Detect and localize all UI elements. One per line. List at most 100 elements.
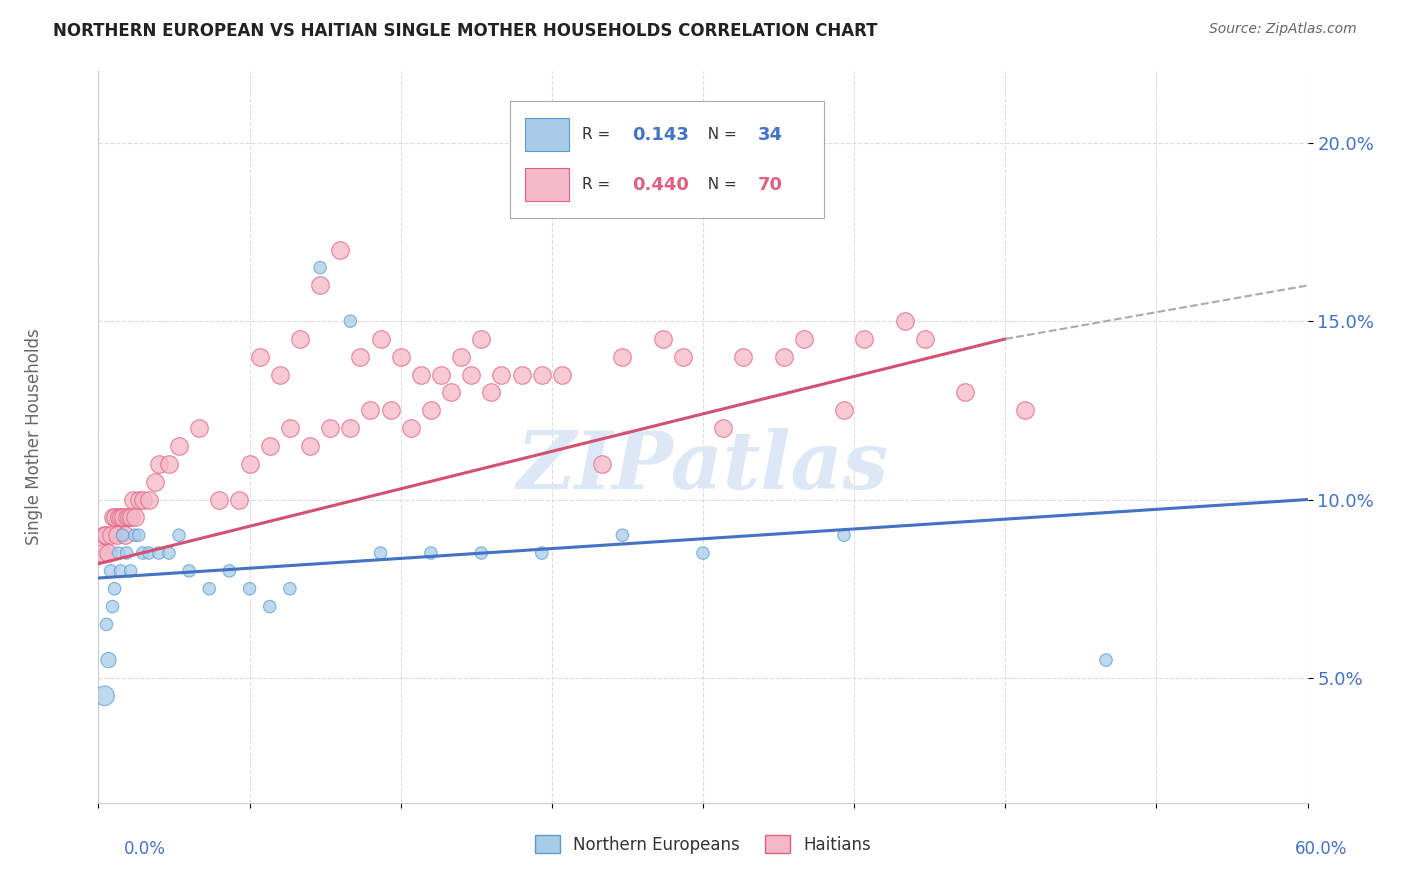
- Point: [1095, 653, 1118, 667]
- Text: NORTHERN EUROPEAN VS HAITIAN SINGLE MOTHER HOUSEHOLDS CORRELATION CHART: NORTHERN EUROPEAN VS HAITIAN SINGLE MOTH…: [53, 22, 877, 40]
- Point: [138, 546, 160, 560]
- Point: [380, 403, 402, 417]
- Point: [157, 546, 180, 560]
- Point: [124, 528, 146, 542]
- Point: [115, 510, 138, 524]
- Point: [138, 492, 160, 507]
- Point: [319, 421, 342, 435]
- Point: [157, 457, 180, 471]
- Point: [420, 546, 443, 560]
- Point: [128, 492, 150, 507]
- Point: [591, 457, 613, 471]
- Point: [450, 350, 472, 364]
- Point: [269, 368, 291, 382]
- Point: [349, 350, 371, 364]
- Point: [105, 528, 128, 542]
- Point: [100, 564, 122, 578]
- Point: [249, 350, 271, 364]
- Point: [132, 546, 155, 560]
- Point: [107, 546, 129, 560]
- Point: [110, 510, 132, 524]
- Point: [91, 546, 114, 560]
- Point: [198, 582, 221, 596]
- Point: [953, 385, 976, 400]
- Point: [110, 564, 132, 578]
- Legend: Northern Europeans, Haitians: Northern Europeans, Haitians: [529, 829, 877, 860]
- Point: [399, 421, 422, 435]
- Point: [114, 528, 136, 542]
- Point: [288, 332, 311, 346]
- Point: [672, 350, 695, 364]
- Point: [389, 350, 412, 364]
- Point: [143, 475, 166, 489]
- Point: [711, 421, 734, 435]
- Point: [101, 510, 124, 524]
- Point: [460, 368, 482, 382]
- Point: [115, 546, 138, 560]
- Point: [309, 278, 332, 293]
- Point: [118, 510, 141, 524]
- Point: [259, 599, 281, 614]
- Point: [339, 314, 361, 328]
- Point: [100, 528, 122, 542]
- Point: [651, 332, 673, 346]
- Point: [481, 385, 503, 400]
- Point: [124, 510, 146, 524]
- Point: [120, 564, 142, 578]
- Point: [97, 653, 120, 667]
- Y-axis label: Single Mother Households: Single Mother Households: [25, 329, 42, 545]
- Point: [121, 492, 143, 507]
- Text: ZIPatlas: ZIPatlas: [517, 427, 889, 505]
- Point: [299, 439, 322, 453]
- Point: [793, 332, 815, 346]
- Point: [440, 385, 463, 400]
- Point: [93, 689, 115, 703]
- Text: 0.0%: 0.0%: [124, 840, 166, 858]
- Point: [188, 421, 211, 435]
- Text: 60.0%: 60.0%: [1295, 840, 1347, 858]
- Point: [370, 546, 392, 560]
- Point: [772, 350, 794, 364]
- Point: [309, 260, 332, 275]
- Point: [111, 510, 134, 524]
- Point: [97, 546, 120, 560]
- Point: [228, 492, 250, 507]
- Point: [107, 510, 129, 524]
- Point: [1014, 403, 1036, 417]
- Point: [132, 492, 155, 507]
- Point: [101, 599, 124, 614]
- Text: Source: ZipAtlas.com: Source: ZipAtlas.com: [1209, 22, 1357, 37]
- Point: [692, 546, 714, 560]
- Point: [832, 528, 855, 542]
- Point: [128, 528, 150, 542]
- Point: [470, 546, 492, 560]
- Point: [530, 546, 553, 560]
- Point: [510, 368, 533, 382]
- Point: [853, 332, 876, 346]
- Point: [360, 403, 382, 417]
- Point: [239, 457, 262, 471]
- Point: [914, 332, 936, 346]
- Point: [103, 582, 125, 596]
- Point: [612, 350, 634, 364]
- Point: [551, 368, 574, 382]
- Point: [96, 617, 118, 632]
- Point: [259, 439, 281, 453]
- Point: [491, 368, 513, 382]
- Point: [832, 403, 855, 417]
- Point: [470, 332, 492, 346]
- Point: [612, 528, 634, 542]
- Point: [148, 546, 170, 560]
- Point: [893, 314, 915, 328]
- Point: [167, 528, 190, 542]
- Point: [409, 368, 432, 382]
- Point: [167, 439, 190, 453]
- Point: [103, 510, 125, 524]
- Point: [120, 510, 142, 524]
- Point: [239, 582, 262, 596]
- Point: [329, 243, 352, 257]
- Point: [111, 528, 134, 542]
- Point: [733, 350, 755, 364]
- Point: [148, 457, 170, 471]
- Point: [179, 564, 201, 578]
